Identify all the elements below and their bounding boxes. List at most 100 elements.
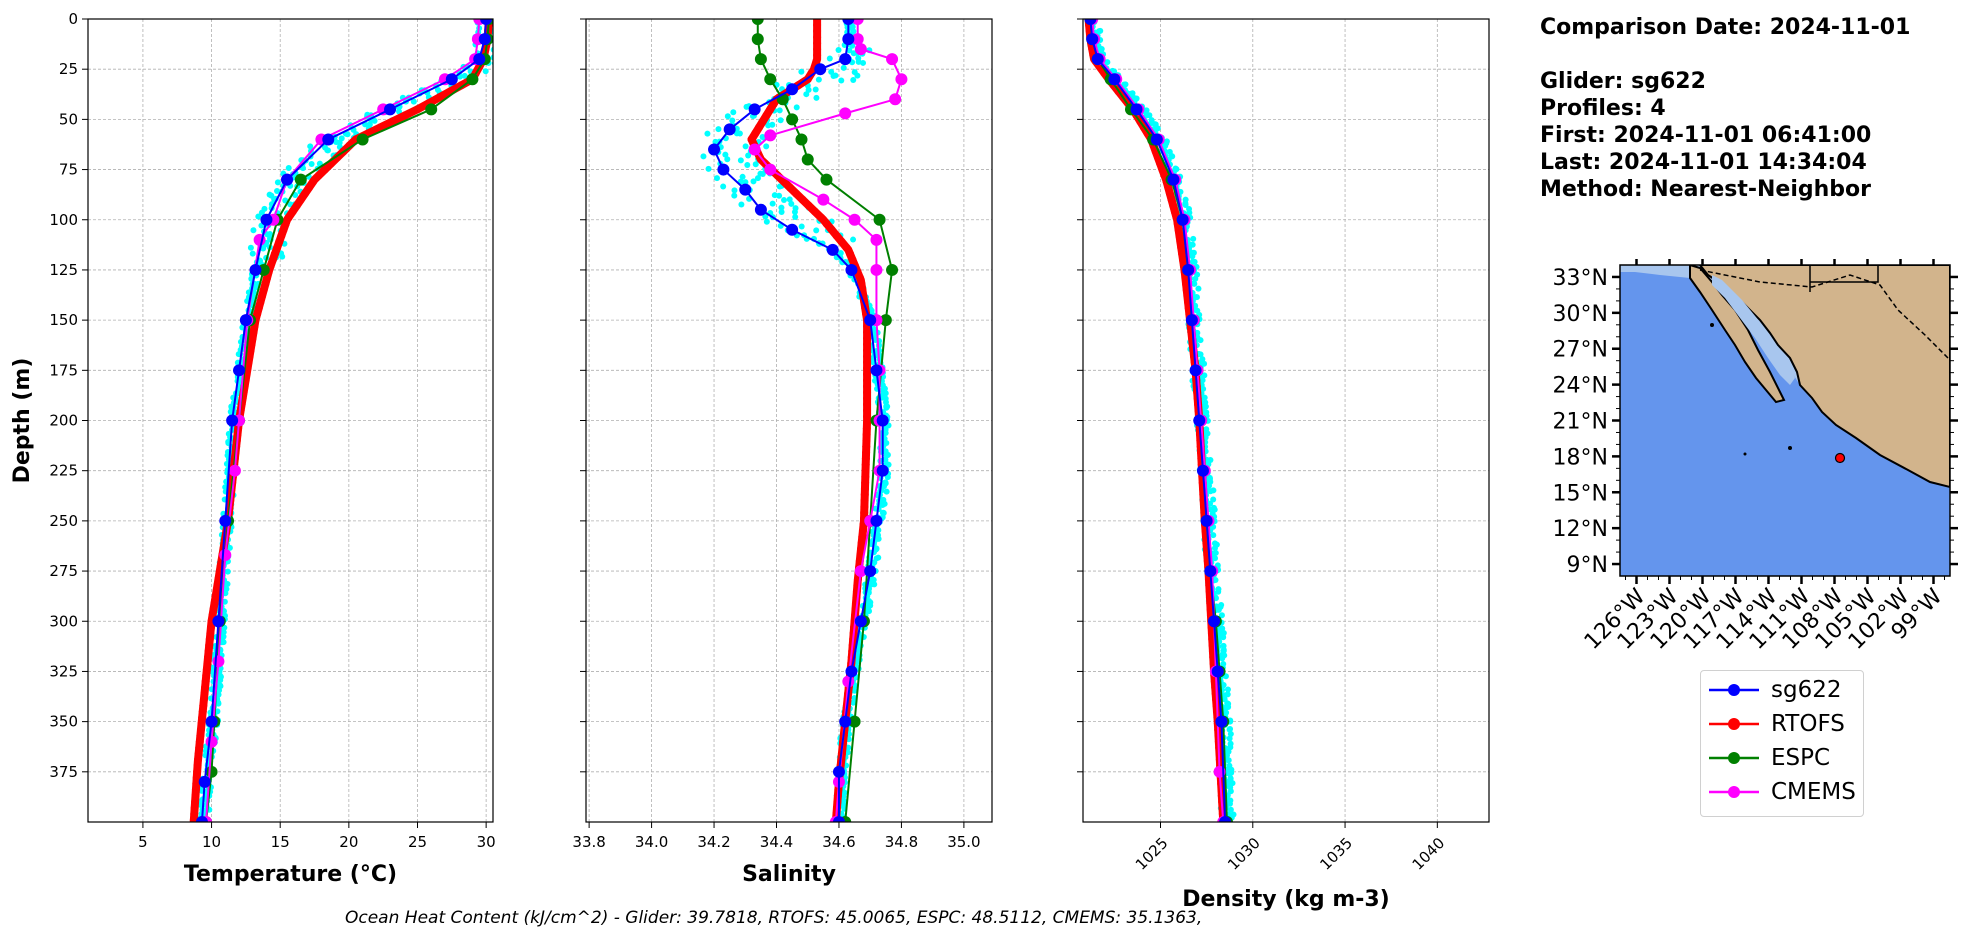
data-point-cmems: [870, 263, 883, 276]
glider-raw-point: [494, 24, 500, 30]
data-point-sg622: [839, 715, 852, 728]
data-point-rtofs: [1178, 249, 1187, 258]
glider-raw-point: [883, 404, 890, 411]
profile-panels: 0 25 50 75 100 125 150 175 200 225 250 275 300 325 350…: [10, 10, 1490, 912]
data-point-rtofs: [1175, 231, 1184, 240]
data-point-espc: [356, 133, 369, 146]
data-point-sg622: [1204, 565, 1217, 578]
data-point-rtofs: [192, 773, 201, 782]
data-point-rtofs: [758, 117, 767, 126]
glider-raw-point: [712, 138, 719, 145]
map-island: [1743, 452, 1747, 456]
glider-raw-point: [260, 245, 267, 252]
data-point-cmems: [212, 655, 225, 668]
x-tick-label: 34.4: [760, 833, 793, 851]
data-point-sg622: [854, 615, 867, 628]
data-point-rtofs: [863, 358, 872, 367]
glider-raw-point: [1220, 646, 1227, 653]
glider-raw-point: [1227, 725, 1234, 732]
glider-raw-point: [1104, 59, 1111, 66]
glider-raw-point: [247, 244, 254, 251]
map-lat-label: 24°N: [1553, 374, 1608, 399]
x-tick-label: 20: [339, 833, 358, 851]
glider-raw-point: [776, 183, 783, 190]
glider-raw-point: [713, 175, 720, 182]
legend-swatch-cmems: [1709, 786, 1759, 798]
glider-raw-point: [854, 72, 861, 79]
data-point-rtofs: [813, 27, 822, 36]
data-point-sg622: [205, 715, 218, 728]
glider-raw-point: [220, 633, 227, 640]
glider-raw-point: [396, 108, 403, 115]
glider-raw-point: [745, 152, 752, 159]
glider-raw-point: [1207, 500, 1214, 507]
glider-raw-point: [715, 126, 722, 133]
data-point-cmems: [839, 107, 852, 120]
data-point-espc: [294, 173, 307, 186]
plot-area: [1084, 19, 1237, 822]
data-point-espc: [848, 715, 861, 728]
data-point-rtofs: [204, 647, 213, 656]
map-lat-label: 12°N: [1553, 517, 1608, 542]
glider-raw-point: [781, 197, 788, 204]
data-point-rtofs: [822, 219, 831, 228]
interpolation-method: Method: Nearest-Neighbor: [1540, 177, 1871, 202]
glider-raw-point: [851, 687, 858, 694]
glider-raw-point: [274, 187, 281, 194]
data-point-rtofs: [862, 448, 871, 457]
glider-raw-point: [838, 77, 845, 84]
data-point-rtofs: [811, 207, 820, 216]
data-point-rtofs: [862, 442, 871, 451]
data-point-rtofs: [201, 683, 210, 692]
data-point-rtofs: [813, 21, 822, 30]
data-point-rtofs: [197, 719, 206, 728]
data-point-rtofs: [846, 249, 855, 258]
data-point-espc: [886, 263, 899, 276]
y-tick-label: 0: [68, 10, 78, 28]
data-point-rtofs: [199, 695, 208, 704]
glider-location-marker: [1834, 452, 1846, 464]
data-point-espc: [820, 173, 833, 186]
data-point-rtofs: [863, 346, 872, 355]
data-point-cmems: [848, 213, 861, 226]
data-point-rtofs: [268, 255, 277, 264]
data-point-rtofs: [259, 286, 268, 295]
x-tick-label: 10: [202, 833, 221, 851]
data-point-sg622: [1200, 514, 1213, 527]
data-point-sg622: [1196, 464, 1209, 477]
glider-raw-point: [1197, 337, 1204, 344]
y-tick-label: 50: [59, 110, 78, 128]
legend-swatch-sg622: [1709, 684, 1759, 696]
legend-item-espc: ESPC: [1701, 743, 1861, 773]
glider-raw-point: [788, 200, 795, 207]
data-point-rtofs: [861, 478, 870, 487]
data-point-espc: [257, 263, 270, 276]
data-point-rtofs: [457, 81, 466, 90]
glider-raw-point: [724, 156, 731, 163]
legend: sg622 RTOFS ESPC CMEMS: [1700, 670, 1864, 817]
map-lat-label: 33°N: [1553, 266, 1608, 291]
data-point-rtofs: [284, 213, 293, 222]
glider-raw-point: [1225, 757, 1232, 764]
data-point-sg622: [212, 615, 225, 628]
data-point-rtofs: [281, 219, 290, 228]
data-point-sg622: [870, 514, 883, 527]
data-point-rtofs: [206, 629, 215, 638]
legend-swatch-rtofs: [1709, 718, 1759, 730]
glider-raw-point: [850, 699, 857, 706]
data-point-rtofs: [277, 231, 286, 240]
x-tick-label: 33.8: [572, 833, 605, 851]
data-point-rtofs: [204, 653, 213, 662]
data-point-rtofs: [798, 195, 807, 204]
data-point-sg622: [786, 223, 799, 236]
glider-raw-point: [738, 201, 745, 208]
data-point-sg622: [842, 33, 855, 46]
data-point-espc: [795, 133, 808, 146]
glider-raw-point: [255, 213, 262, 220]
glider-raw-point: [490, 54, 493, 61]
glider-raw-point: [308, 161, 315, 168]
glider-raw-point: [798, 68, 805, 75]
glider-raw-point: [1190, 235, 1197, 242]
data-point-rtofs: [258, 292, 267, 301]
data-point-sg622: [1185, 314, 1198, 327]
